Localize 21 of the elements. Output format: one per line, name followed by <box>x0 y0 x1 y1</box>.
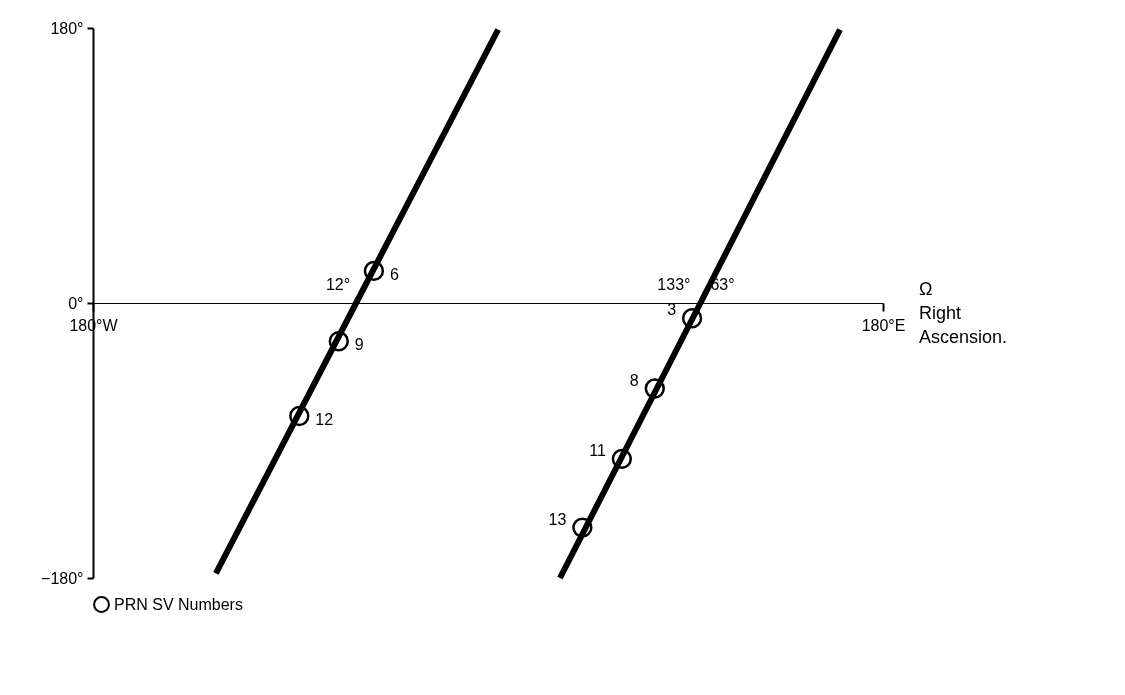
point <box>572 517 593 538</box>
y-tick-label: −180° <box>41 569 84 587</box>
point <box>289 405 310 427</box>
y-tick-label: 0° <box>68 294 84 312</box>
annotation: 8 <box>629 371 639 389</box>
y-tick-label: 180° <box>50 19 84 37</box>
annotation: 12 <box>315 411 334 429</box>
legend-label: PRN SV Numbers <box>114 595 243 613</box>
point <box>681 308 703 329</box>
annotation: 9 <box>354 336 364 354</box>
point <box>363 260 385 282</box>
x-axis-title: Ω Right Ascension. <box>919 279 1008 347</box>
annotation: 133° <box>657 276 691 293</box>
annotation: 12° <box>325 276 351 293</box>
annotation: 11 <box>589 441 606 459</box>
x-tick-label: 180°E <box>861 316 906 334</box>
point <box>611 448 633 470</box>
point <box>644 378 665 399</box>
annotation: 13 <box>548 510 567 528</box>
point <box>328 331 349 352</box>
annotation: 6 <box>389 265 399 283</box>
